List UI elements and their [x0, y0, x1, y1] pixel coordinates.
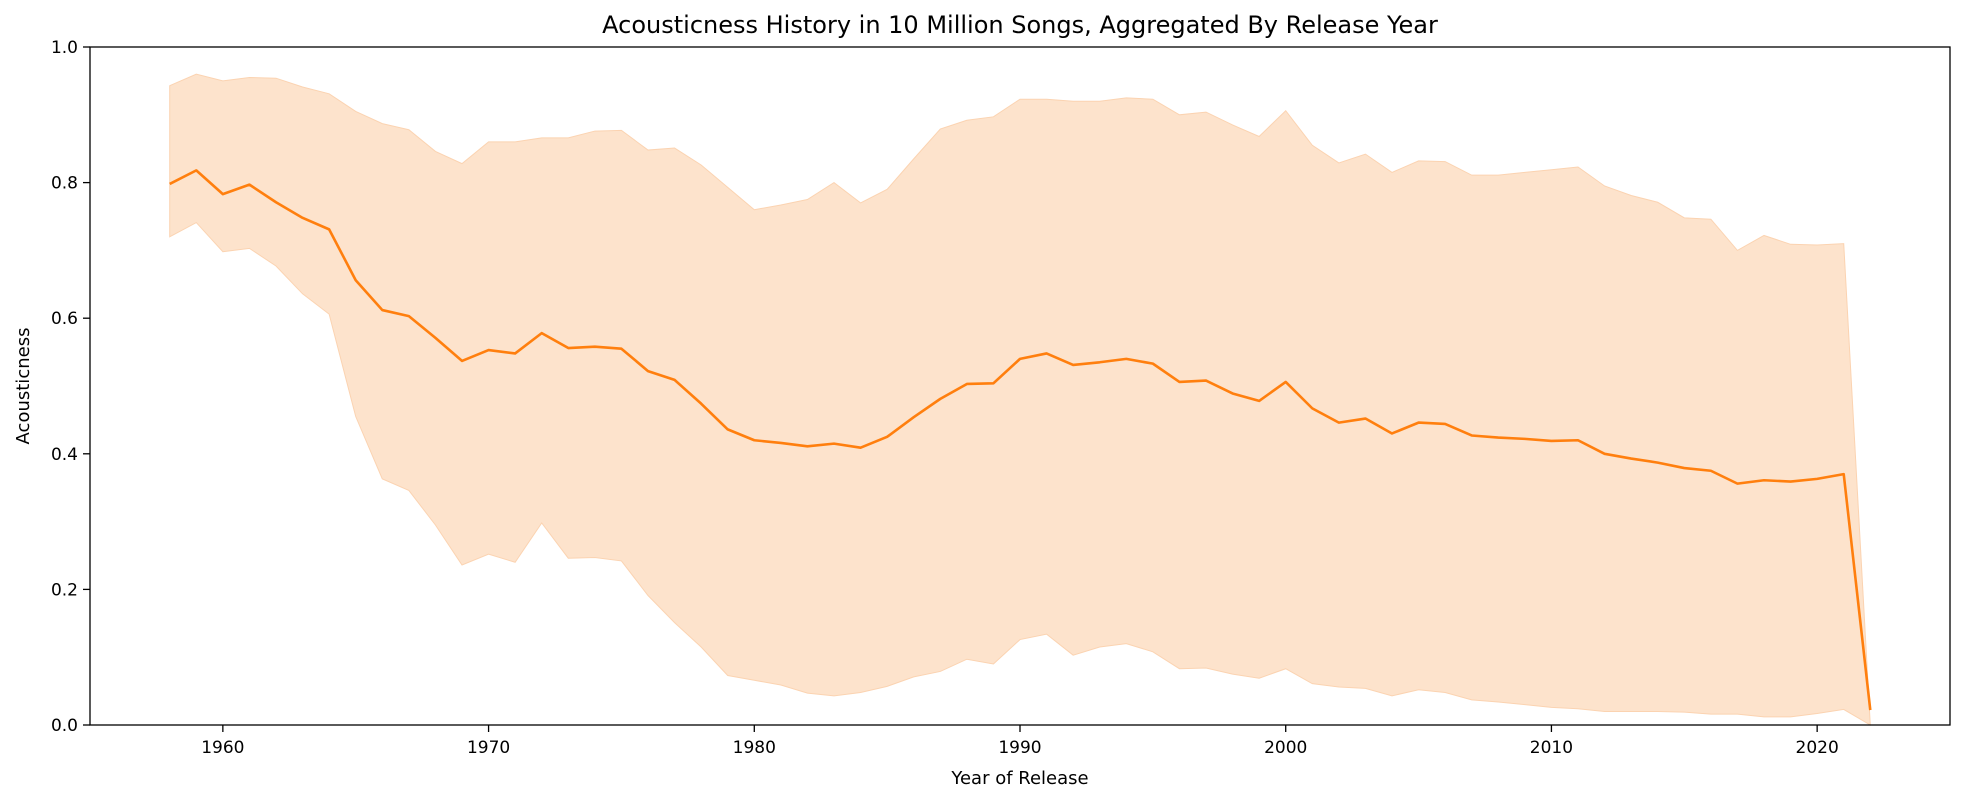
data-point: [168, 182, 172, 186]
data-point: [726, 427, 730, 431]
data-point: [194, 168, 198, 172]
data-point: [779, 441, 783, 445]
data-point: [1045, 351, 1049, 355]
data-point: [1868, 708, 1872, 712]
confidence-band: [169, 73, 1871, 726]
y-axis-label: Acousticness: [13, 328, 34, 445]
data-point: [1018, 357, 1022, 361]
data-point: [699, 402, 703, 406]
data-point: [1284, 380, 1288, 384]
y-tick-label: 0.2: [51, 580, 78, 600]
mean-line-layer: [168, 168, 1872, 712]
data-point: [1709, 469, 1713, 473]
data-point: [593, 345, 597, 349]
data-point: [407, 314, 411, 318]
x-tick-label: 1970: [467, 738, 510, 758]
data-point: [380, 308, 384, 312]
x-tick-label: 2000: [1264, 738, 1307, 758]
x-axis: 1960 1970 1980 1990 2000 2010 2020: [201, 725, 1839, 758]
data-point: [1629, 457, 1633, 461]
data-point: [991, 381, 995, 385]
data-point: [540, 331, 544, 335]
chart-title: Acousticness History in 10 Million Songs…: [602, 11, 1438, 39]
y-tick-label: 0.4: [51, 445, 78, 465]
data-point: [513, 351, 517, 355]
data-point: [1071, 363, 1075, 367]
data-point: [1443, 422, 1447, 426]
y-tick-label: 0.8: [51, 174, 78, 194]
data-point: [1549, 439, 1553, 443]
data-point: [1682, 466, 1686, 470]
y-tick-label: 1.0: [51, 38, 78, 58]
confidence-band-layer: [169, 73, 1871, 726]
data-point: [1124, 357, 1128, 361]
data-point: [301, 216, 305, 220]
data-point: [566, 346, 570, 350]
x-tick-label: 2010: [1530, 738, 1573, 758]
data-point: [1603, 452, 1607, 456]
data-point: [1151, 362, 1155, 366]
data-point: [619, 347, 623, 351]
data-point: [487, 348, 491, 352]
data-point: [433, 336, 437, 340]
data-point: [885, 435, 889, 439]
y-axis: 0.0 0.2 0.4 0.6 0.8 1.0: [51, 38, 90, 736]
x-tick-label: 1990: [998, 738, 1041, 758]
data-point: [1390, 431, 1394, 435]
x-tick-label: 1960: [201, 738, 244, 758]
data-point: [673, 378, 677, 382]
data-point: [274, 200, 278, 204]
data-point: [912, 415, 916, 419]
data-point: [1310, 406, 1314, 410]
data-point: [1576, 438, 1580, 442]
data-point: [1417, 421, 1421, 425]
data-point: [1496, 436, 1500, 440]
y-tick-label: 0.0: [51, 716, 78, 736]
data-point: [1735, 482, 1739, 486]
data-point: [1789, 480, 1793, 484]
data-point: [1098, 360, 1102, 364]
data-point: [1363, 417, 1367, 421]
data-point: [965, 382, 969, 386]
data-point: [1656, 461, 1660, 465]
data-point: [1815, 477, 1819, 481]
data-point: [247, 183, 251, 187]
data-point: [327, 227, 331, 231]
data-point: [1231, 391, 1235, 395]
data-point: [354, 278, 358, 282]
x-axis-label: Year of Release: [950, 768, 1088, 789]
data-point: [832, 442, 836, 446]
x-tick-label: 2020: [1796, 738, 1839, 758]
data-point: [221, 192, 225, 196]
data-point: [1204, 379, 1208, 383]
data-point: [1762, 478, 1766, 482]
data-point: [1842, 472, 1846, 476]
data-point: [1177, 380, 1181, 384]
mean-acousticness-line: [169, 169, 1872, 711]
data-point: [1337, 421, 1341, 425]
data-point: [752, 438, 756, 442]
data-point: [646, 369, 650, 373]
data-point: [1257, 399, 1261, 403]
y-tick-label: 0.6: [51, 309, 78, 329]
x-tick-label: 1980: [733, 738, 776, 758]
data-point: [859, 446, 863, 450]
data-point: [460, 359, 464, 363]
data-point: [938, 397, 942, 401]
data-point: [1523, 437, 1527, 441]
data-point: [805, 444, 809, 448]
data-point: [1470, 433, 1474, 437]
